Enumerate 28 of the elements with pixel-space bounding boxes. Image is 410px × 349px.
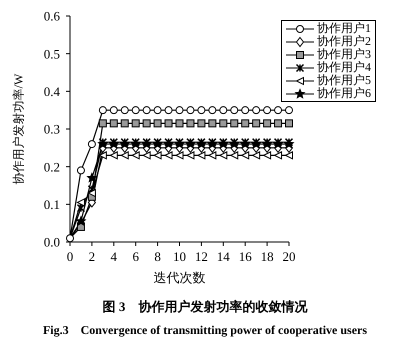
legend-label: 协作用户2 bbox=[317, 34, 371, 48]
y-tick-label: 0.5 bbox=[44, 46, 60, 62]
y-tick-label: 0.0 bbox=[44, 234, 60, 250]
legend-label: 协作用户4 bbox=[317, 60, 371, 74]
x-tick-label: 18 bbox=[260, 249, 274, 264]
y-tick-label: 0.3 bbox=[44, 122, 60, 137]
y-tick-label: 0.2 bbox=[44, 159, 60, 174]
x-tick-label: 0 bbox=[66, 249, 74, 264]
x-tick-label: 12 bbox=[194, 249, 208, 264]
x-tick-label: 14 bbox=[216, 249, 230, 264]
x-tick-label: 6 bbox=[132, 249, 140, 264]
legend-label: 协作用户3 bbox=[317, 47, 371, 61]
x-tick-label: 10 bbox=[173, 249, 186, 264]
legend-label: 协作用户5 bbox=[317, 73, 371, 87]
legend-label: 协作用户1 bbox=[317, 20, 371, 35]
y-tick-label: 0.6 bbox=[44, 8, 60, 24]
y-tick-label: 0.1 bbox=[44, 196, 60, 212]
y-tick-label: 0.4 bbox=[44, 84, 60, 99]
caption: Fig.3 Convergence of transmitting power of cooperative users bbox=[42, 322, 368, 339]
y-axis-title: 协作用户发射功率/W bbox=[11, 73, 26, 184]
x-tick-label: 16 bbox=[238, 249, 252, 264]
x-tick-label: 2 bbox=[88, 249, 96, 264]
x-tick-label: 4 bbox=[110, 249, 118, 264]
caption: 图 3 协作用户发射功率的收敛情况 bbox=[102, 298, 308, 316]
x-tick-label: 20 bbox=[282, 249, 296, 264]
x-axis-title: 迭代次数 bbox=[154, 270, 206, 285]
legend-label: 协作用户6 bbox=[317, 86, 371, 102]
x-tick-label: 8 bbox=[154, 249, 161, 264]
